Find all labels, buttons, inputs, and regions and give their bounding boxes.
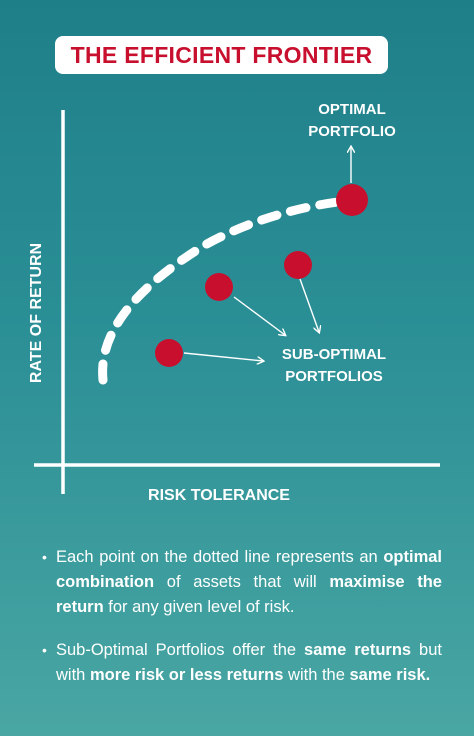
optimal-portfolio-point: [336, 184, 368, 216]
text-run-bold: same risk.: [349, 666, 431, 684]
page-title: THE EFFICIENT FRONTIER: [70, 41, 373, 68]
explanation-list: • Each point on the dotted line represen…: [42, 545, 442, 706]
text-run: Each point on the dotted line represents…: [56, 548, 384, 566]
title-banner: THE EFFICIENT FRONTIER: [55, 36, 388, 74]
efficient-frontier-curve: [98, 197, 343, 385]
suboptimal-portfolio-point: [205, 273, 233, 301]
bullet-icon: •: [42, 549, 47, 565]
suboptimal-label-line-1: SUB-OPTIMAL: [282, 346, 386, 363]
optimal-label-line-1: OPTIMAL: [318, 101, 386, 118]
suboptimal-arrow-1: [183, 352, 263, 361]
bullet-icon: •: [42, 642, 47, 658]
text-run-bold: maximise the return: [56, 573, 442, 616]
explanation-item: • Sub-Optimal Portfolios offer the same …: [42, 638, 442, 688]
suboptimal-portfolio-point: [284, 251, 312, 279]
x-axis-label: RISK TOLERANCE: [148, 487, 290, 504]
explanation-text: Sub-Optimal Portfolios offer the same re…: [56, 638, 442, 688]
text-run: but with: [56, 641, 442, 684]
efficient-frontier-diagram: OPTIMAL PORTFOLIO SUB-OPTIMAL PORTFOLIOS…: [28, 101, 396, 504]
text-run: of assets that will: [154, 573, 330, 591]
text-run-bold: same returns: [304, 641, 412, 659]
text-run-bold: optimal combination: [56, 548, 442, 591]
suboptimal-arrow-3: [299, 278, 319, 332]
text-run: for any given level of risk.: [103, 598, 295, 616]
text-run-bold: more risk or less returns: [89, 666, 284, 684]
explanation-text: Each point on the dotted line represents…: [56, 545, 442, 620]
optimal-label-line-2: PORTFOLIO: [308, 123, 396, 140]
explanation-item: • Each point on the dotted line represen…: [42, 545, 442, 620]
text-run: Sub-Optimal Portfolios offer the: [56, 641, 305, 659]
suboptimal-label-line-2: PORTFOLIOS: [285, 368, 383, 385]
y-axis-label: RATE OF RETURN: [28, 243, 45, 383]
text-run: with the: [283, 666, 350, 684]
suboptimal-portfolio-point: [155, 339, 183, 367]
suboptimal-arrow-2: [233, 296, 285, 335]
